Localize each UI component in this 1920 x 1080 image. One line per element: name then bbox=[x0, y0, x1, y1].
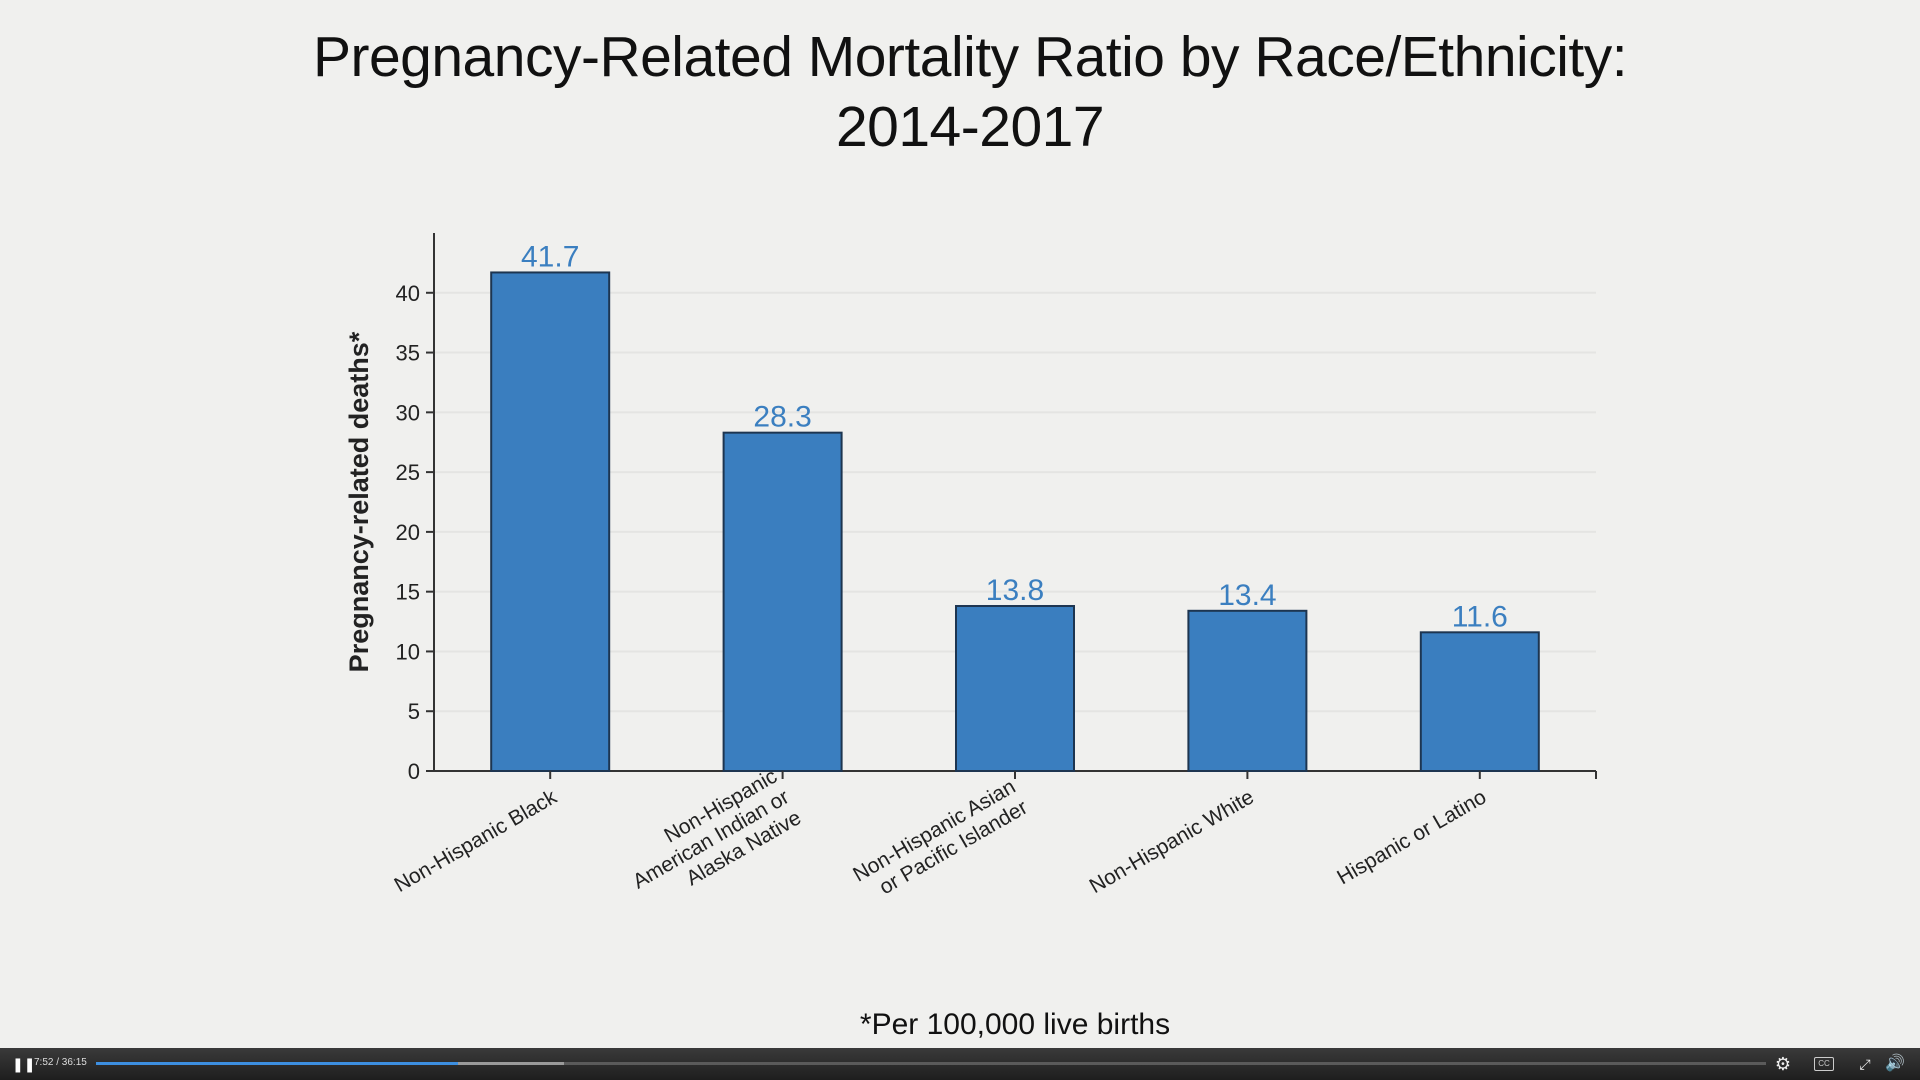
bar-value-label: 13.8 bbox=[986, 574, 1044, 607]
x-tick-label: Non-Hispanic White bbox=[1086, 785, 1258, 898]
chart-title: Pregnancy-Related Mortality Ratio by Rac… bbox=[312, 25, 1628, 89]
time-display: 7:52 / 36:15 bbox=[34, 1057, 87, 1068]
y-tick-label: 35 bbox=[396, 341, 420, 366]
y-tick-label: 5 bbox=[408, 699, 420, 724]
y-tick-label: 40 bbox=[396, 281, 420, 306]
y-tick-label: 0 bbox=[408, 759, 420, 784]
x-tick-label-line: Non-Hispanic White bbox=[1086, 785, 1258, 898]
x-tick-label: Non-Hispanic Black bbox=[391, 785, 562, 897]
bar bbox=[490, 271, 611, 772]
progress-fill bbox=[96, 1062, 459, 1065]
y-axis-label: Pregnancy-related deaths* bbox=[344, 331, 374, 672]
captions-icon[interactable]: CC bbox=[1814, 1057, 1834, 1071]
bar-value-label: 13.4 bbox=[1218, 579, 1276, 612]
y-tick-label: 30 bbox=[396, 400, 420, 425]
bar-value-label: 28.3 bbox=[753, 401, 811, 434]
bar-value-label: 11.6 bbox=[1452, 600, 1508, 633]
bar bbox=[1419, 631, 1540, 772]
y-tick-label: 10 bbox=[396, 639, 420, 664]
fullscreen-icon[interactable]: ⤢ bbox=[1859, 1056, 1871, 1072]
video-player-controls: ❚❚ 7:52 / 36:15 ⚙ CC ⤢ 🔊 bbox=[0, 1048, 1920, 1080]
y-tick-label: 25 bbox=[396, 460, 420, 485]
y-tick-label: 15 bbox=[396, 580, 420, 605]
bar-chart: 0 5 10 15 20 25 30 35 40 Pregnancy-related deaths… bbox=[344, 233, 1597, 899]
x-tick-label-line: Hispanic or Latino bbox=[1333, 785, 1490, 889]
bar-value-label: 41.7 bbox=[521, 240, 579, 273]
chart-subtitle: 2014-2017 bbox=[835, 95, 1105, 159]
progress-bar[interactable] bbox=[96, 1062, 1766, 1065]
x-tick-label: Hispanic or Latino bbox=[1333, 785, 1490, 889]
x-tick-label-line: Non-Hispanic Black bbox=[391, 785, 562, 897]
bar bbox=[955, 605, 1075, 772]
chart-footnote: *Per 100,000 live births bbox=[859, 1008, 1171, 1041]
y-tick-label: 20 bbox=[396, 520, 420, 545]
pause-icon[interactable]: ❚❚ bbox=[12, 1056, 36, 1072]
bar bbox=[722, 431, 843, 772]
gear-icon[interactable]: ⚙ bbox=[1774, 1054, 1792, 1074]
volume-icon[interactable]: 🔊 bbox=[1885, 1055, 1905, 1072]
bar bbox=[1187, 609, 1308, 772]
